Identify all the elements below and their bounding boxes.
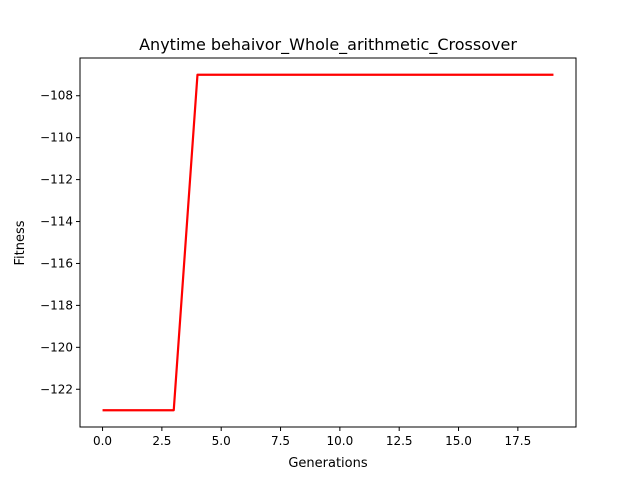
y-tick-label: −118 [40,298,73,312]
chart-title: Anytime behaivor_Whole_arithmetic_Crosso… [139,35,517,55]
x-tick-label: 12.5 [386,434,413,448]
x-tick-label: 15.0 [445,434,472,448]
series-line-0 [102,73,554,412]
axis-ticks: 0.0 2.5 5.0 7.5 10.0 12.5 15.0 17.5 −122 −120 −118… [40,89,531,448]
x-tick-label: 5.0 [212,434,231,448]
x-tick-label: 17.5 [504,434,531,448]
x-tick-label: 10.0 [327,434,354,448]
y-tick-label: −114 [40,215,73,229]
y-tick-label: −110 [40,131,73,145]
x-axis-label: Generations [288,456,368,471]
x-tick-label: 0.0 [93,434,112,448]
plot-frame [79,57,577,428]
y-tick-label: −122 [40,382,73,396]
x-tick-label: 2.5 [152,434,171,448]
y-axis-label: Fitness [13,220,28,265]
y-tick-label: −108 [40,89,73,103]
y-tick-label: −120 [40,340,73,354]
x-tick-label: 7.5 [271,434,290,448]
y-tick-label: −112 [40,173,73,187]
plot-area [102,73,554,412]
y-tick-label: −116 [40,256,73,270]
